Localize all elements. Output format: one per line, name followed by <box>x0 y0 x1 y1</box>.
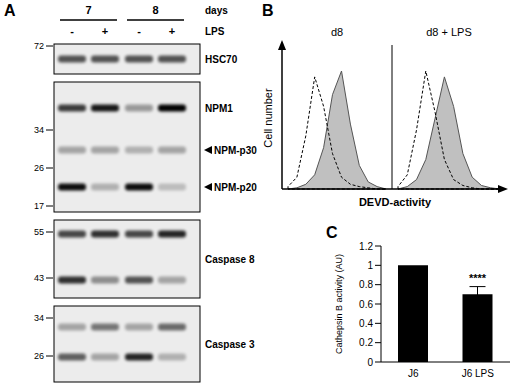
svg-text:C: C <box>326 224 338 241</box>
svg-text:43: 43 <box>34 273 44 283</box>
svg-text:0.6: 0.6 <box>359 299 373 310</box>
svg-text:26: 26 <box>34 163 44 173</box>
svg-text:d8: d8 <box>331 26 343 38</box>
svg-text:1.2: 1.2 <box>359 241 373 252</box>
svg-text:A: A <box>4 2 16 19</box>
svg-text:B: B <box>262 2 274 19</box>
svg-text:Cell number: Cell number <box>262 88 274 148</box>
svg-text:d8 + LPS: d8 + LPS <box>426 26 472 38</box>
svg-text:1: 1 <box>367 260 373 271</box>
svg-text:34: 34 <box>34 313 44 323</box>
svg-text:+: + <box>102 25 108 37</box>
svg-text:7: 7 <box>85 4 91 16</box>
svg-text:+: + <box>169 25 175 37</box>
svg-text:17: 17 <box>34 201 44 211</box>
svg-text:72: 72 <box>34 41 44 51</box>
svg-text:J6 LPS: J6 LPS <box>462 368 495 379</box>
svg-text:J6: J6 <box>408 368 419 379</box>
svg-text:Caspase 8: Caspase 8 <box>205 254 255 265</box>
svg-text:0.2: 0.2 <box>359 337 373 348</box>
svg-text:Cathepsin B activity (AU): Cathepsin B activity (AU) <box>334 254 344 354</box>
svg-text:Caspase 3: Caspase 3 <box>205 339 255 350</box>
svg-text:0: 0 <box>367 357 373 368</box>
svg-text:NPM-p20: NPM-p20 <box>214 182 257 193</box>
svg-text:LPS: LPS <box>205 26 225 37</box>
svg-text:0.8: 0.8 <box>359 279 373 290</box>
svg-text:0.4: 0.4 <box>359 318 373 329</box>
svg-text:-: - <box>70 25 74 37</box>
svg-text:DEVD-activity: DEVD-activity <box>359 196 432 208</box>
svg-text:8: 8 <box>152 4 158 16</box>
svg-text:26: 26 <box>34 351 44 361</box>
svg-text:NPM-p30: NPM-p30 <box>214 145 257 156</box>
svg-text:55: 55 <box>34 227 44 237</box>
svg-text:HSC70: HSC70 <box>205 54 238 65</box>
svg-text:NPM1: NPM1 <box>205 103 233 114</box>
svg-text:34: 34 <box>34 125 44 135</box>
svg-text:-: - <box>137 25 141 37</box>
svg-text:****: **** <box>469 272 487 284</box>
svg-text:days: days <box>205 5 228 16</box>
